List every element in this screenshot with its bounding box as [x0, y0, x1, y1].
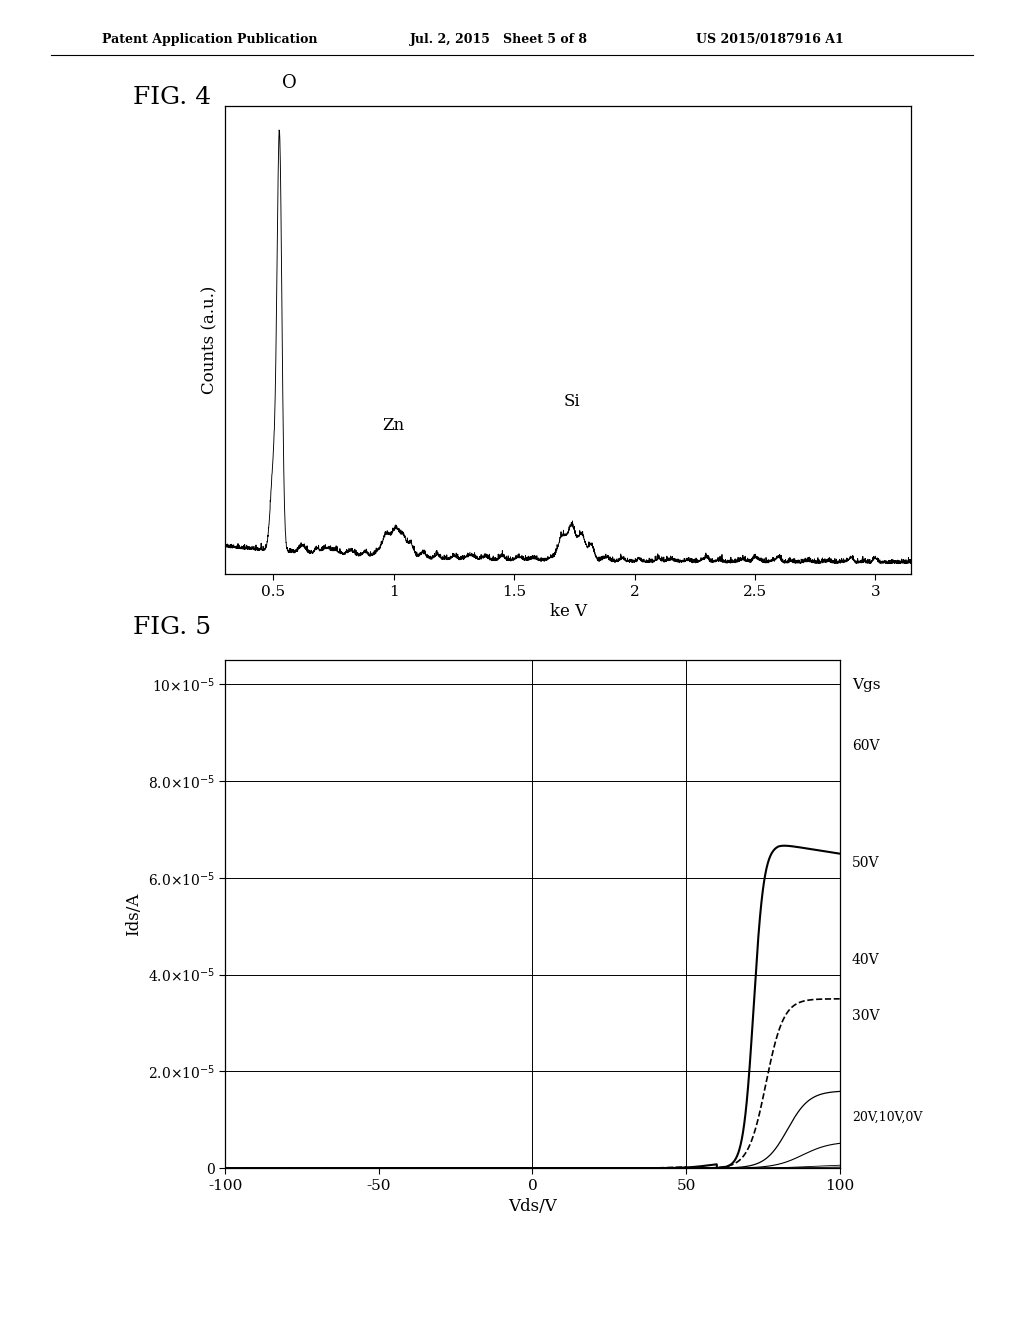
X-axis label: Vds/V: Vds/V — [508, 1199, 557, 1216]
Y-axis label: Counts (a.u.): Counts (a.u.) — [202, 285, 218, 395]
Text: 50V: 50V — [852, 857, 880, 870]
X-axis label: ke V: ke V — [550, 603, 587, 620]
Text: US 2015/0187916 A1: US 2015/0187916 A1 — [696, 33, 844, 46]
Text: 20V,10V,0V: 20V,10V,0V — [852, 1111, 923, 1123]
Text: Jul. 2, 2015   Sheet 5 of 8: Jul. 2, 2015 Sheet 5 of 8 — [410, 33, 588, 46]
Text: Zn: Zn — [383, 417, 404, 434]
Y-axis label: Ids/A: Ids/A — [125, 892, 142, 936]
Text: Vgs: Vgs — [852, 678, 881, 693]
Text: FIG. 4: FIG. 4 — [133, 86, 211, 108]
Text: 40V: 40V — [852, 953, 880, 966]
Text: O: O — [282, 74, 297, 91]
Text: FIG. 5: FIG. 5 — [133, 616, 211, 639]
Text: 60V: 60V — [852, 739, 880, 754]
Text: Si: Si — [563, 393, 581, 411]
Text: Patent Application Publication: Patent Application Publication — [102, 33, 317, 46]
Text: 30V: 30V — [852, 1008, 880, 1023]
